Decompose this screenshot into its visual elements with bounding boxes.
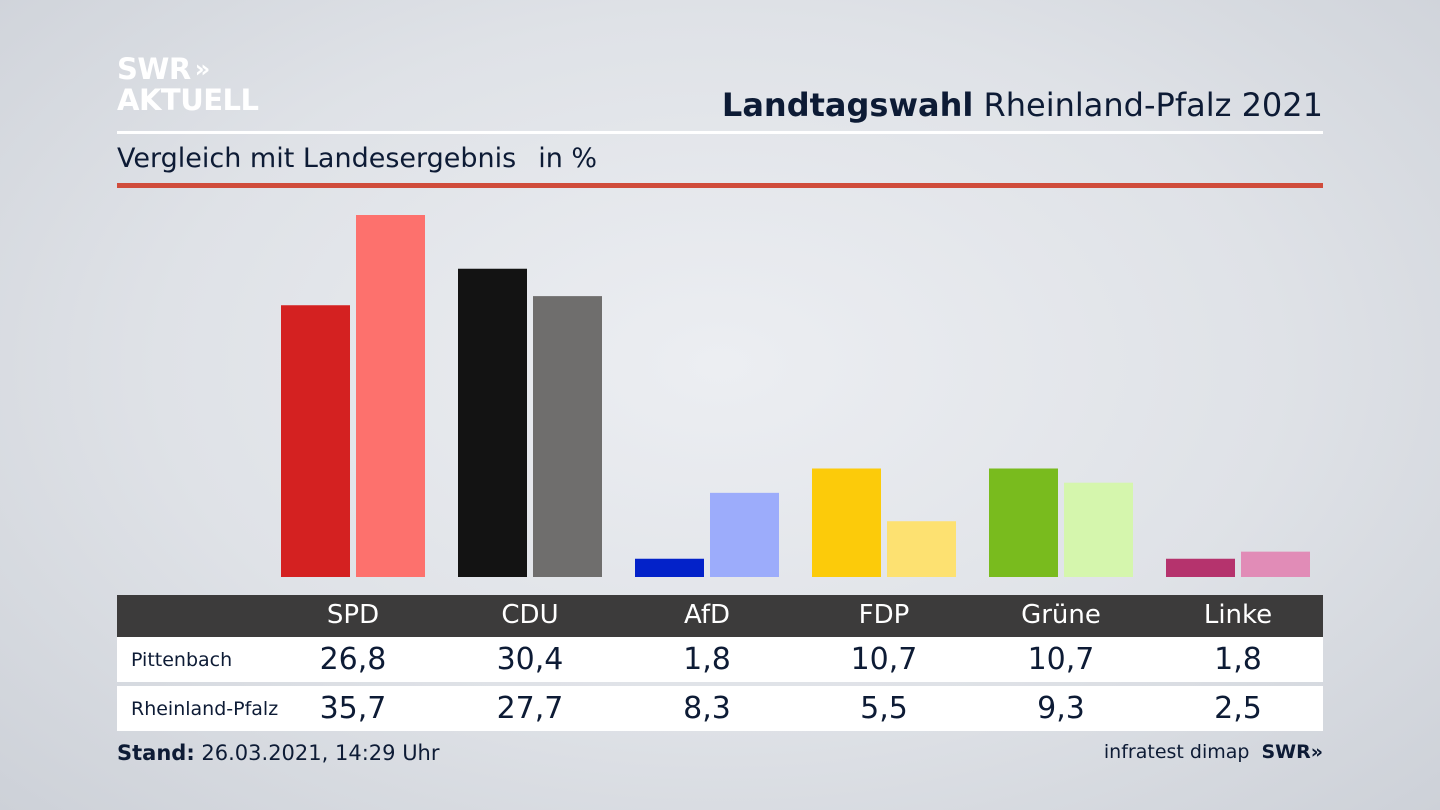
bar-grne-rheinland-pfalz <box>1064 482 1133 577</box>
subtitle-text: Vergleich mit Landesergebnis <box>117 143 517 174</box>
table-cell: 1,8 <box>1214 642 1262 677</box>
table-cell: 5,5 <box>860 691 908 726</box>
table-cell: 2,5 <box>1214 691 1262 726</box>
bar-spd-rheinland-pfalz <box>356 215 425 577</box>
bar-afd-pittenbach <box>635 558 704 577</box>
chart-subtitle: Vergleich mit Landesergebnis in % <box>117 143 597 174</box>
column-header: SPD <box>326 600 380 630</box>
table-cell: 30,4 <box>496 642 564 677</box>
bar-cdu-pittenbach <box>458 268 527 577</box>
table-cell: 10,7 <box>1027 642 1095 677</box>
bar-fdp-rheinland-pfalz <box>887 521 956 577</box>
logo-swr: SWR <box>117 52 191 86</box>
table-header-row: SPD CDU AfD FDP Grüne Linke <box>117 595 1323 637</box>
table-cell: 35,7 <box>319 691 387 726</box>
table-row-pittenbach: Pittenbach 26,8 30,4 1,8 10,7 10,7 1,8 <box>117 637 1323 682</box>
column-header: Grüne <box>1021 600 1101 630</box>
title-divider <box>117 131 1323 134</box>
table-row-rheinland-pfalz: Rheinland-Pfalz 35,7 27,7 8,3 5,5 9,3 2,5 <box>117 686 1323 731</box>
results-table: SPD CDU AfD FDP Grüne Linke Pittenbach 26,8 30… <box>117 595 1323 731</box>
bar-afd-rheinland-pfalz <box>710 492 779 577</box>
title-rest: Rheinland-Pfalz 2021 <box>983 86 1323 124</box>
column-header: FDP <box>858 600 910 630</box>
logo-aktuell: AKTUELL <box>117 83 259 117</box>
stand-label: Stand: <box>117 741 195 765</box>
bar-linke-rheinland-pfalz <box>1241 551 1310 577</box>
bar-fdp-pittenbach <box>812 468 881 577</box>
swr-brand: SWR» <box>1261 741 1323 763</box>
bar-grne-pittenbach <box>989 468 1058 577</box>
column-header: AfD <box>683 600 731 630</box>
bar-chart <box>281 215 1310 577</box>
table-cell: 9,3 <box>1037 691 1085 726</box>
table-cell: 27,7 <box>496 691 564 726</box>
source-text: infratest dimap <box>1103 741 1250 763</box>
timestamp: Stand: 26.03.2021, 14:29 Uhr <box>117 741 440 765</box>
row-label: Pittenbach <box>131 649 233 671</box>
bar-linke-pittenbach <box>1166 558 1235 577</box>
accent-divider <box>117 183 1323 188</box>
stand-value: 26.03.2021, 14:29 Uhr <box>201 741 440 765</box>
table-cell: 1,8 <box>683 642 731 677</box>
column-header: Linke <box>1203 600 1273 630</box>
source-credit: infratest dimap SWR» <box>1104 741 1323 763</box>
subtitle-unit: in % <box>538 143 598 174</box>
table-cell: 26,8 <box>319 642 387 677</box>
bar-cdu-rheinland-pfalz <box>533 296 602 577</box>
bar-spd-pittenbach <box>281 305 350 577</box>
page-title: Landtagswahl Rheinland-Pfalz 2021 <box>722 86 1323 124</box>
table-cell: 10,7 <box>850 642 918 677</box>
title-bold: Landtagswahl <box>721 86 974 124</box>
swr-aktuell-logo: SWR» AKTUELL <box>117 54 259 116</box>
column-header: CDU <box>501 600 559 630</box>
row-label: Rheinland-Pfalz <box>131 698 279 720</box>
table-cell: 8,3 <box>683 691 731 726</box>
